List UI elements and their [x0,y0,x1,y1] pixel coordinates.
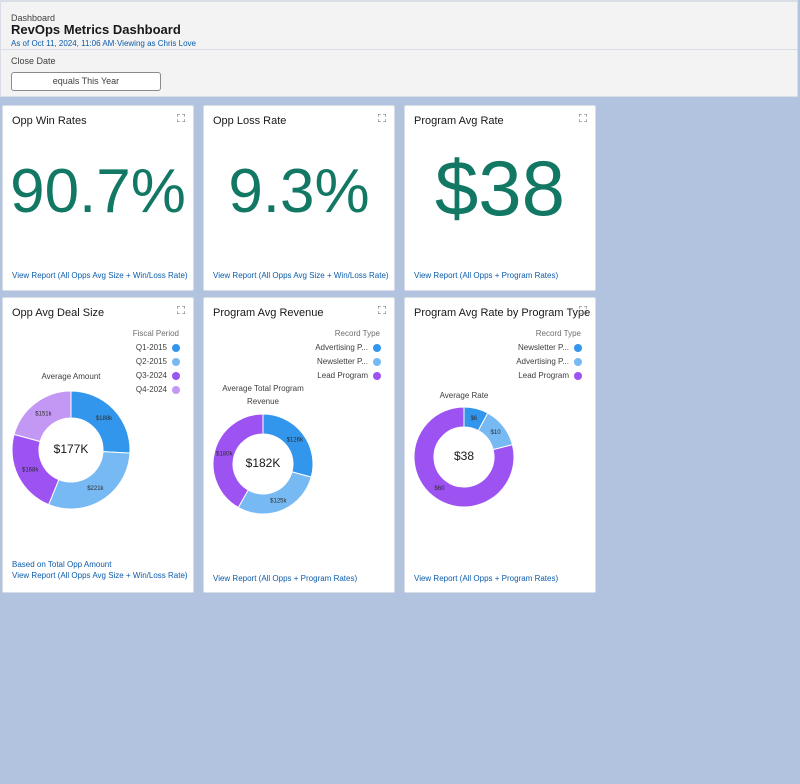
expand-icon[interactable] [177,114,185,122]
legend-dot [373,372,381,380]
metric-value: 90.7% [10,157,186,226]
segment-label: $126k [287,437,304,443]
legend-dot [172,344,180,352]
legend-title: Record Type [535,329,581,338]
segment-label: $10 [491,430,502,436]
chart-card: Program Avg Revenue Record Type Advertisin… [203,297,395,593]
report-link[interactable]: View Report (All Opps Avg Size + Win/Los… [12,571,188,580]
donut-segment[interactable] [48,451,131,510]
segment-label: $60 [434,486,445,492]
legend-dot [373,358,381,366]
segment-label: $221k [87,486,104,492]
legend-label: Q2-2015 [135,357,167,366]
expand-glyph [579,114,587,122]
donut-segment[interactable] [13,390,72,443]
center-label: $182K [246,456,281,470]
metric-value: 9.3% [228,157,370,226]
chart-title: Average Amount [41,372,101,381]
report-link[interactable]: View Report (All Opps + Program Rates) [414,574,559,583]
legend-label: Q1-2015 [135,343,167,352]
segment-label: $180k [216,451,233,457]
legend-label: Advertising P... [516,357,569,366]
expand-icon[interactable] [378,114,386,122]
expand-glyph [378,114,386,122]
breadcrumb[interactable]: Dashboard [11,13,56,23]
legend-label: Lead Program [317,371,368,380]
chart-title: Average Rate [439,391,489,400]
filter-label: Close Date [11,56,56,66]
card-title: Program Avg Rate by Program Type [414,307,591,319]
dashboard-meta: As of Oct 11, 2024, 11:06 AM·Viewing as … [11,39,196,48]
card-title: Program Avg Rate [414,115,504,127]
legend-dot [574,358,582,366]
segment-label: $6 [470,416,477,422]
donut-segment[interactable] [413,406,515,508]
legend-dot [373,344,381,352]
chart-footer: Based on Total Opp Amount [12,560,112,569]
center-label: $38 [454,449,474,463]
segment-label: $125k [270,499,287,505]
segment-label: $151k [35,411,52,417]
card-title: Opp Win Rates [12,115,87,127]
divider [1,49,797,50]
filter-button[interactable]: equals This Year [11,72,161,91]
dashboard-title: RevOps Metrics Dashboard [11,22,181,37]
donut-chart: $6 $10 $60 $38 [413,406,515,508]
metric-card: Opp Win Rates 90.7% View Report (All Opps … [2,105,194,291]
legend-title: Fiscal Period [132,329,179,338]
expand-icon[interactable] [579,114,587,122]
legend-dot [172,372,180,380]
legend-label: Newsletter P... [518,343,569,352]
card-title: Opp Avg Deal Size [12,307,105,319]
header: Dashboard RevOps Metrics Dashboard As of… [0,0,798,97]
report-link[interactable]: View Report (All Opps Avg Size + Win/Los… [12,271,188,280]
segment-label: $188k [96,416,113,422]
legend-label: Newsletter P... [317,357,368,366]
card-title: Program Avg Revenue [213,307,324,319]
legend-label: Lead Program [518,371,569,380]
legend-label: Advertising P... [315,343,368,352]
report-link[interactable]: View Report (All Opps + Program Rates) [213,574,358,583]
legend-title: Record Type [334,329,380,338]
segment-label: $168k [22,468,39,474]
legend-label: Q4-2024 [135,385,167,394]
legend-label: Q3-2024 [135,371,167,380]
report-link[interactable]: View Report (All Opps Avg Size + Win/Los… [213,271,389,280]
metric-card: Opp Loss Rate 9.3% View Report (All Opps A… [203,105,395,291]
donut-chart: $126k $125k $180k $182K [212,413,314,515]
legend-dot [574,344,582,352]
legend-dot [172,358,180,366]
donut-segment[interactable] [212,413,264,509]
chart-title: Average Total Program Revenue [222,384,304,406]
metric-card: Program Avg Rate $38 View Report (All Opps… [404,105,596,291]
donut-segment[interactable] [237,471,312,515]
legend-dot [574,372,582,380]
metric-value: $38 [434,144,566,232]
center-label: $177K [54,442,89,456]
chart-card: Program Avg Rate by Program Type Record T… [404,297,596,593]
report-link[interactable]: View Report (All Opps + Program Rates) [414,271,559,280]
chart-card: Opp Avg Deal Size Fiscal Period Q1-2015 Q2-… [2,297,194,593]
card-title: Opp Loss Rate [213,115,287,127]
donut-chart: $188k $221k $168k $151k $177K [11,390,131,510]
legend-dot [172,386,180,394]
expand-glyph [177,114,185,122]
